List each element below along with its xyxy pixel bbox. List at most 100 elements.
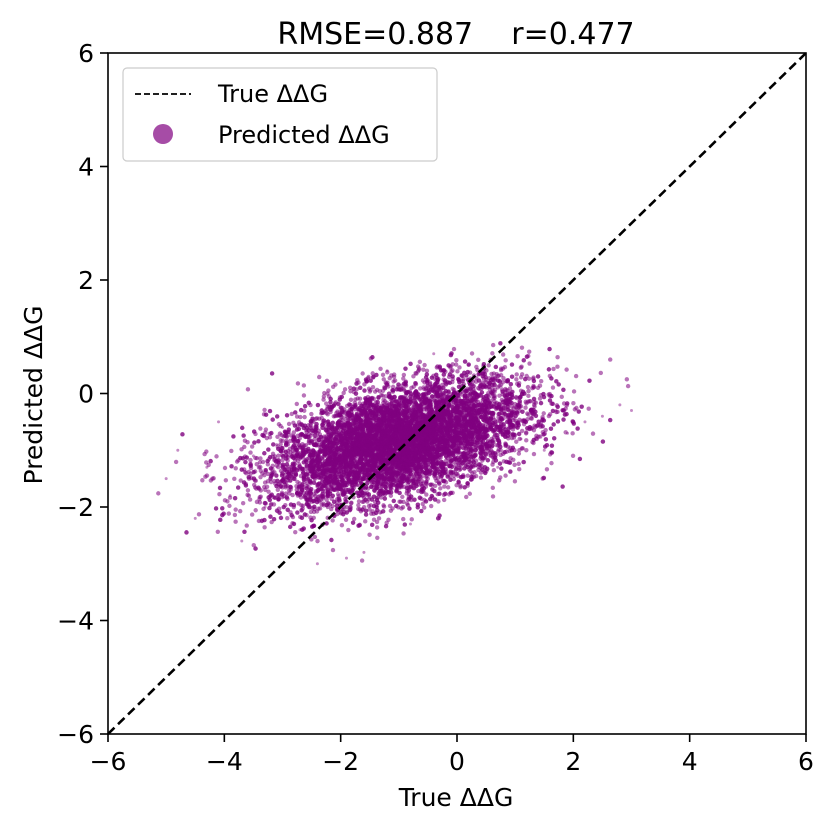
- data-point: [360, 371, 365, 376]
- data-point: [371, 517, 377, 522]
- data-point: [376, 516, 382, 521]
- data-point: [229, 448, 234, 454]
- data-point: [625, 383, 631, 389]
- data-point: [391, 379, 396, 384]
- data-point: [367, 532, 372, 537]
- data-point: [267, 435, 273, 440]
- data-point: [363, 519, 368, 524]
- data-point: [262, 525, 267, 530]
- data-point: [317, 374, 322, 380]
- data-point: [537, 383, 543, 388]
- data-point: [514, 372, 519, 377]
- data-point: [315, 538, 320, 544]
- data-point: [551, 366, 556, 372]
- data-point: [329, 506, 334, 512]
- data-point: [324, 497, 329, 503]
- data-point: [564, 367, 569, 372]
- data-point: [526, 388, 531, 394]
- data-point: [528, 399, 533, 404]
- data-point: [308, 509, 314, 515]
- data-point: [249, 444, 255, 449]
- data-point: [240, 500, 246, 506]
- data-point: [375, 535, 380, 540]
- data-point: [527, 361, 532, 366]
- data-point: [467, 491, 473, 496]
- data-point: [378, 366, 383, 372]
- data-point: [472, 470, 477, 475]
- data-point: [251, 543, 256, 548]
- data-point: [523, 405, 528, 410]
- data-point: [366, 386, 372, 391]
- data-point: [486, 363, 491, 368]
- data-point: [233, 466, 238, 471]
- data-point: [268, 479, 274, 485]
- data-point: [531, 451, 537, 457]
- data-point: [550, 385, 556, 390]
- data-point: [301, 383, 307, 388]
- data-point: [370, 385, 376, 390]
- data-point: [409, 517, 414, 522]
- data-point: [330, 518, 335, 523]
- data-point: [381, 377, 386, 382]
- data-point: [473, 473, 479, 479]
- data-point: [356, 503, 361, 508]
- data-point: [342, 387, 348, 392]
- data-point: [238, 478, 243, 483]
- data-point: [491, 468, 497, 473]
- data-point: [244, 523, 249, 528]
- data-point: [549, 460, 554, 466]
- data-point: [387, 503, 393, 509]
- data-point: [359, 558, 365, 563]
- data-point: [538, 378, 544, 384]
- data-point: [214, 454, 219, 459]
- data-point: [321, 397, 326, 402]
- data-point: [280, 457, 285, 463]
- data-point: [563, 430, 568, 435]
- data-point: [495, 373, 500, 379]
- data-point: [346, 527, 351, 533]
- data-point: [401, 531, 406, 536]
- data-point: [441, 497, 447, 503]
- data-point: [451, 476, 456, 482]
- data-point: [422, 505, 427, 510]
- data-point: [517, 436, 522, 442]
- data-point: [404, 501, 410, 506]
- data-point: [399, 506, 404, 511]
- data-point: [301, 393, 307, 398]
- data-point: [294, 414, 300, 419]
- data-point: [457, 365, 462, 370]
- data-point: [357, 396, 363, 401]
- data-point: [501, 375, 506, 381]
- data-point: [464, 494, 469, 500]
- data-point: [233, 507, 238, 512]
- data-point: [237, 508, 243, 514]
- data-point: [586, 406, 591, 411]
- data-point: [417, 359, 423, 365]
- data-point: [233, 519, 238, 524]
- data-point: [465, 473, 471, 478]
- data-point: [324, 378, 330, 384]
- data-point: [227, 503, 232, 509]
- data-point: [570, 453, 576, 459]
- data-point: [469, 351, 475, 356]
- data-point: [445, 485, 451, 490]
- data-point: [503, 358, 508, 363]
- data-point: [266, 489, 271, 494]
- data-point: [232, 476, 237, 482]
- data-point: [253, 508, 258, 513]
- data-point: [624, 377, 630, 382]
- data-point: [298, 414, 303, 420]
- data-point: [541, 411, 546, 416]
- data-point: [571, 400, 576, 406]
- data-point: [519, 428, 525, 434]
- data-point: [453, 362, 459, 367]
- data-point: [429, 503, 434, 509]
- data-point: [500, 352, 506, 357]
- data-point: [503, 441, 508, 446]
- data-point: [289, 411, 294, 417]
- data-point: [309, 411, 314, 417]
- data-point: [247, 497, 253, 502]
- data-point: [223, 478, 229, 483]
- data-point: [451, 346, 457, 352]
